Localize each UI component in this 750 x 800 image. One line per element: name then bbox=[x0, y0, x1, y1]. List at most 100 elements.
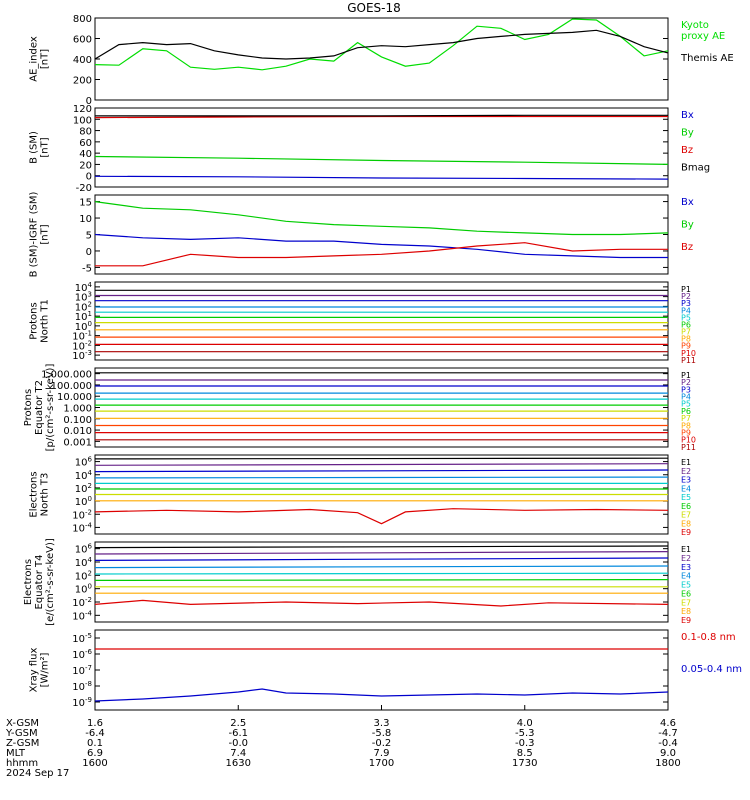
x-tick-label: -0.0 bbox=[228, 738, 248, 749]
legend-entry: P6 bbox=[681, 407, 691, 416]
legend-entry: P9 bbox=[681, 428, 691, 437]
y-tick-label: 10-7 bbox=[72, 664, 92, 677]
y-axis-label: Equator T2 bbox=[34, 380, 45, 435]
legend-entry: E6 bbox=[681, 589, 691, 598]
y-tick-label: 20 bbox=[79, 160, 92, 171]
legend-entry: 0.1-0.8 nm bbox=[681, 632, 736, 643]
legend-entry: E4 bbox=[681, 572, 691, 581]
x-tick-label: 1730 bbox=[512, 758, 537, 769]
legend-entry: P8 bbox=[681, 421, 691, 430]
series-line-e9 bbox=[94, 508, 669, 525]
x-tick-label: 6.9 bbox=[87, 748, 103, 759]
x-tick-label: 4.6 bbox=[660, 718, 676, 729]
legend-entry: P2 bbox=[681, 292, 691, 301]
legend-entry: P11 bbox=[681, 356, 696, 365]
y-axis-label: B (SM) bbox=[29, 131, 40, 164]
x-tick-label: 2.5 bbox=[230, 718, 246, 729]
legend-entry: P11 bbox=[681, 443, 696, 452]
y-tick-label: -5 bbox=[82, 263, 92, 274]
y-axis-label: North T1 bbox=[40, 299, 51, 343]
y-tick-label: 100 bbox=[73, 115, 92, 126]
legend-entry: Bz bbox=[681, 242, 693, 253]
x-tick-label: 8.5 bbox=[517, 748, 533, 759]
legend-entry: E3 bbox=[681, 563, 691, 572]
legend-entry: 0.05-0.4 nm bbox=[681, 664, 742, 675]
series-line-e6 bbox=[94, 578, 669, 582]
series-line-bmag bbox=[95, 114, 668, 117]
y-axis-label: Protons bbox=[29, 302, 40, 339]
legend-entry: P9 bbox=[681, 342, 691, 351]
series-line-kyoto-proxy-ae bbox=[94, 18, 669, 71]
legend-entry: E7 bbox=[681, 511, 691, 520]
legend-entry: Bmag bbox=[681, 163, 710, 174]
legend-entry: Bz bbox=[681, 145, 693, 156]
panel-8: 10-5 10-6 10-7 10-8 10-9 Xray flux [W/m²] 0.1-0… bbox=[29, 629, 742, 711]
panel-frame bbox=[94, 281, 669, 361]
legend-entry: P1 bbox=[681, 371, 691, 380]
y-tick-label: 104 bbox=[75, 556, 93, 569]
y-tick-label: 120 bbox=[73, 104, 92, 115]
y-tick-label: 10-6 bbox=[72, 648, 92, 661]
legend-entry: E3 bbox=[681, 476, 691, 485]
y-tick-label: 10-9 bbox=[72, 696, 92, 709]
y-tick-label: 15 bbox=[79, 198, 92, 209]
x-tick-label: -0.3 bbox=[515, 738, 535, 749]
y-axis-label: Equator T4 bbox=[34, 555, 45, 610]
series-line-bz bbox=[94, 115, 668, 119]
legend-entry: P1 bbox=[681, 285, 691, 294]
legend-entry: P4 bbox=[681, 306, 691, 315]
y-axis-label: Electrons bbox=[29, 471, 40, 517]
legend-entry: E1 bbox=[681, 458, 691, 467]
x-tick-label: -4.7 bbox=[658, 728, 678, 739]
y-axis-label: [e/(cm²-s-sr-keV)] bbox=[45, 538, 56, 626]
y-tick-label: 200 bbox=[73, 76, 92, 87]
x-tick-label: -5.3 bbox=[515, 728, 535, 739]
y-tick-label: 106 bbox=[75, 456, 93, 469]
series-line-e1 bbox=[94, 545, 669, 549]
y-tick-label: 5 bbox=[86, 231, 92, 242]
panel-frame bbox=[94, 541, 669, 623]
x-tick-label: -6.4 bbox=[85, 728, 105, 739]
y-tick-label: 10-8 bbox=[72, 680, 92, 693]
y-tick-label: 10.000 bbox=[57, 392, 92, 403]
legend-entry: proxy AE bbox=[681, 31, 725, 42]
legend-entry: E7 bbox=[681, 598, 691, 607]
y-axis-label: Protons bbox=[23, 389, 34, 426]
panel-5: 1,000.000100.00010.0001.0000.1000.0100.0… bbox=[23, 364, 696, 452]
y-axis-label: [W/m²] bbox=[40, 652, 51, 687]
x-tick-label: 1.6 bbox=[87, 718, 103, 729]
legend-entry: E1 bbox=[681, 545, 691, 554]
x-tick-label: 1800 bbox=[655, 758, 680, 769]
date-label: 2024 Sep 17 bbox=[6, 768, 69, 779]
x-tick-label: 7.4 bbox=[230, 748, 246, 759]
y-tick-label: 0 bbox=[86, 247, 92, 258]
y-axis-label: [nT] bbox=[40, 137, 51, 157]
y-tick-label: 0 bbox=[86, 96, 92, 107]
legend-entry: Kyoto bbox=[681, 20, 709, 31]
y-tick-label: 1.000 bbox=[63, 404, 92, 415]
y-axis-label: [nT] bbox=[40, 224, 51, 244]
series-line-by bbox=[94, 201, 669, 236]
legend-entry: E5 bbox=[681, 581, 691, 590]
y-tick-label: 0.100 bbox=[63, 415, 92, 426]
x-tick-label: -5.8 bbox=[372, 728, 392, 739]
legend-entry: E2 bbox=[681, 467, 691, 476]
panel-3: -5 0 5 10 15 B (SM)-IGRF (SM) [nT] Bx By Bz bbox=[29, 192, 694, 278]
series-line-e2 bbox=[94, 550, 669, 555]
y-tick-label: 10-5 bbox=[72, 632, 92, 645]
y-axis-label: B (SM)-IGRF (SM) bbox=[29, 192, 40, 278]
legend-entry: E8 bbox=[681, 519, 691, 528]
y-tick-label: 10-2 bbox=[72, 508, 92, 521]
x-row-label: X-GSM bbox=[6, 718, 39, 729]
y-tick-label: 10-4 bbox=[72, 609, 92, 622]
y-tick-label: 40 bbox=[79, 149, 92, 160]
y-tick-label: 0.001 bbox=[63, 437, 92, 448]
y-tick-label: 10-4 bbox=[72, 521, 92, 534]
panel-frame bbox=[94, 17, 669, 101]
x-tick-label: 1630 bbox=[226, 758, 251, 769]
series-line-themis-ae bbox=[94, 29, 669, 60]
y-axis-label: [p/(cm²-s-sr-keV)] bbox=[45, 364, 56, 452]
y-tick-label: 10 bbox=[79, 214, 92, 225]
